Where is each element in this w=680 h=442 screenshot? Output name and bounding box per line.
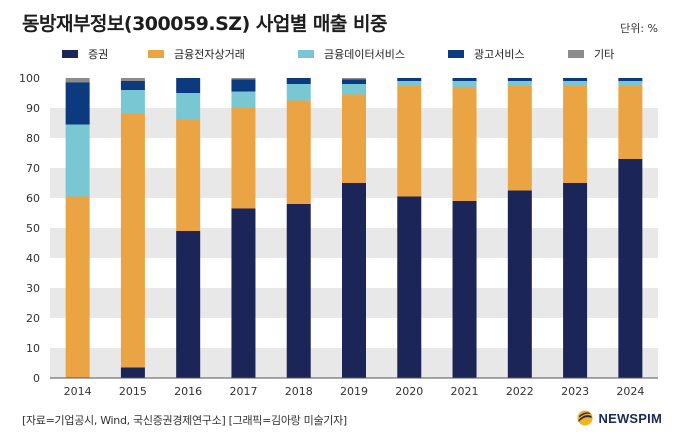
bar-segment	[342, 84, 366, 95]
bar-segment	[286, 204, 311, 378]
bar-segment	[176, 231, 201, 378]
bar-segment	[507, 190, 532, 378]
brand-name: NEWSPIM	[598, 410, 662, 426]
bar-segment	[176, 93, 201, 120]
bar-segment	[618, 81, 643, 86]
bar-segment	[120, 90, 145, 114]
bar-segment	[176, 78, 201, 93]
legend-swatch	[298, 50, 314, 58]
bar-segment	[65, 124, 90, 197]
y-tick-label: 0	[33, 372, 40, 385]
bar-segment	[176, 120, 201, 231]
unit-label: 단위: %	[620, 22, 658, 35]
legend-item: 광고서비스	[448, 46, 525, 62]
bar-segment	[286, 100, 311, 204]
bar-segment	[286, 78, 311, 84]
y-tick-label: 80	[26, 132, 40, 145]
legend-item: 금융전자상거래	[148, 46, 245, 62]
y-tick-label: 60	[26, 192, 40, 205]
x-tick-label: 2017	[229, 385, 257, 398]
bar-segment	[452, 81, 477, 87]
bar-segment	[452, 87, 477, 201]
globe-icon	[577, 410, 593, 426]
legend-swatch	[568, 50, 584, 58]
legend-swatch	[148, 50, 164, 58]
bar-segment	[507, 85, 532, 191]
bar-segment	[120, 367, 145, 378]
newspim-logo: NEWSPIM	[576, 409, 662, 427]
bar-segment	[231, 79, 256, 92]
chart-title: 동방재부정보(300059.SZ) 사업별 매출 비중	[22, 13, 387, 35]
y-tick-label: 30	[26, 282, 40, 295]
y-tick-label: 100	[19, 72, 40, 85]
x-tick-label: 2023	[561, 385, 589, 398]
x-tick-label: 2024	[616, 385, 644, 398]
source-credit: [자료=기업공시, Wind, 국신증권경제연구소] [그래픽=김아랑 미술기자…	[22, 414, 347, 427]
bar-segment	[120, 81, 145, 90]
y-tick-label: 40	[26, 252, 40, 265]
bar-segment	[397, 78, 422, 81]
legend-label: 금융전자상거래	[174, 48, 245, 61]
legend-swatch	[62, 50, 78, 58]
legend-swatch	[448, 50, 464, 58]
bar-segment	[397, 85, 422, 197]
legend-item: 금융데이터서비스	[298, 46, 405, 62]
x-tick-label: 2018	[285, 385, 313, 398]
bar-segment	[397, 196, 422, 378]
bar-segment	[618, 159, 643, 378]
bar-segment	[231, 78, 256, 80]
bar-segment	[618, 78, 643, 81]
bar-segment	[563, 81, 588, 86]
bar-segment	[231, 108, 256, 209]
bar-segment	[452, 201, 477, 378]
legend-label: 광고서비스	[474, 48, 525, 61]
legend-label: 금융데이터서비스	[324, 48, 405, 61]
x-tick-label: 2014	[64, 385, 92, 398]
y-tick-label: 50	[26, 222, 40, 235]
y-tick-label: 20	[26, 312, 40, 325]
bar-segment	[507, 78, 532, 81]
y-tick-label: 10	[26, 342, 40, 355]
bar-segment	[120, 114, 145, 368]
legend-item: 기타	[568, 46, 614, 62]
bar-segment	[65, 196, 90, 378]
x-tick-label: 2020	[395, 385, 423, 398]
bar-segment	[563, 78, 588, 81]
x-tick-label: 2019	[340, 385, 368, 398]
legend-label: 증권	[88, 48, 109, 61]
bar-segment	[342, 78, 366, 80]
bar-segment	[618, 85, 643, 159]
bar-segment	[120, 78, 145, 81]
x-tick-label: 2015	[119, 385, 147, 398]
legend-label: 기타	[594, 48, 615, 61]
bar-segment	[397, 81, 422, 86]
bar-segment	[65, 78, 90, 83]
bar-segment	[231, 91, 256, 108]
legend-item: 증권	[62, 46, 108, 62]
bar-segment	[507, 81, 532, 86]
x-tick-label: 2022	[506, 385, 534, 398]
bar-segment	[563, 85, 588, 183]
bar-segment	[342, 183, 366, 378]
stacked-bar-chart: 0 10 20 30 40 50 60 70 80 90 100 2014 2015 2016 2017 20…	[19, 72, 658, 398]
bar-segment	[231, 208, 256, 378]
x-tick-label: 2021	[451, 385, 479, 398]
bar-segment	[563, 183, 588, 378]
chart-legend: 증권 금융전자상거래 금융데이터서비스 광고서비스 기타	[0, 46, 680, 66]
bar-segment	[452, 78, 477, 81]
bar-segment	[286, 84, 311, 101]
bar-segment	[342, 79, 366, 84]
bar-segment	[342, 94, 366, 183]
y-tick-label: 90	[26, 102, 40, 115]
bar-segment	[65, 82, 90, 125]
x-tick-label: 2016	[174, 385, 202, 398]
y-tick-label: 70	[26, 162, 40, 175]
